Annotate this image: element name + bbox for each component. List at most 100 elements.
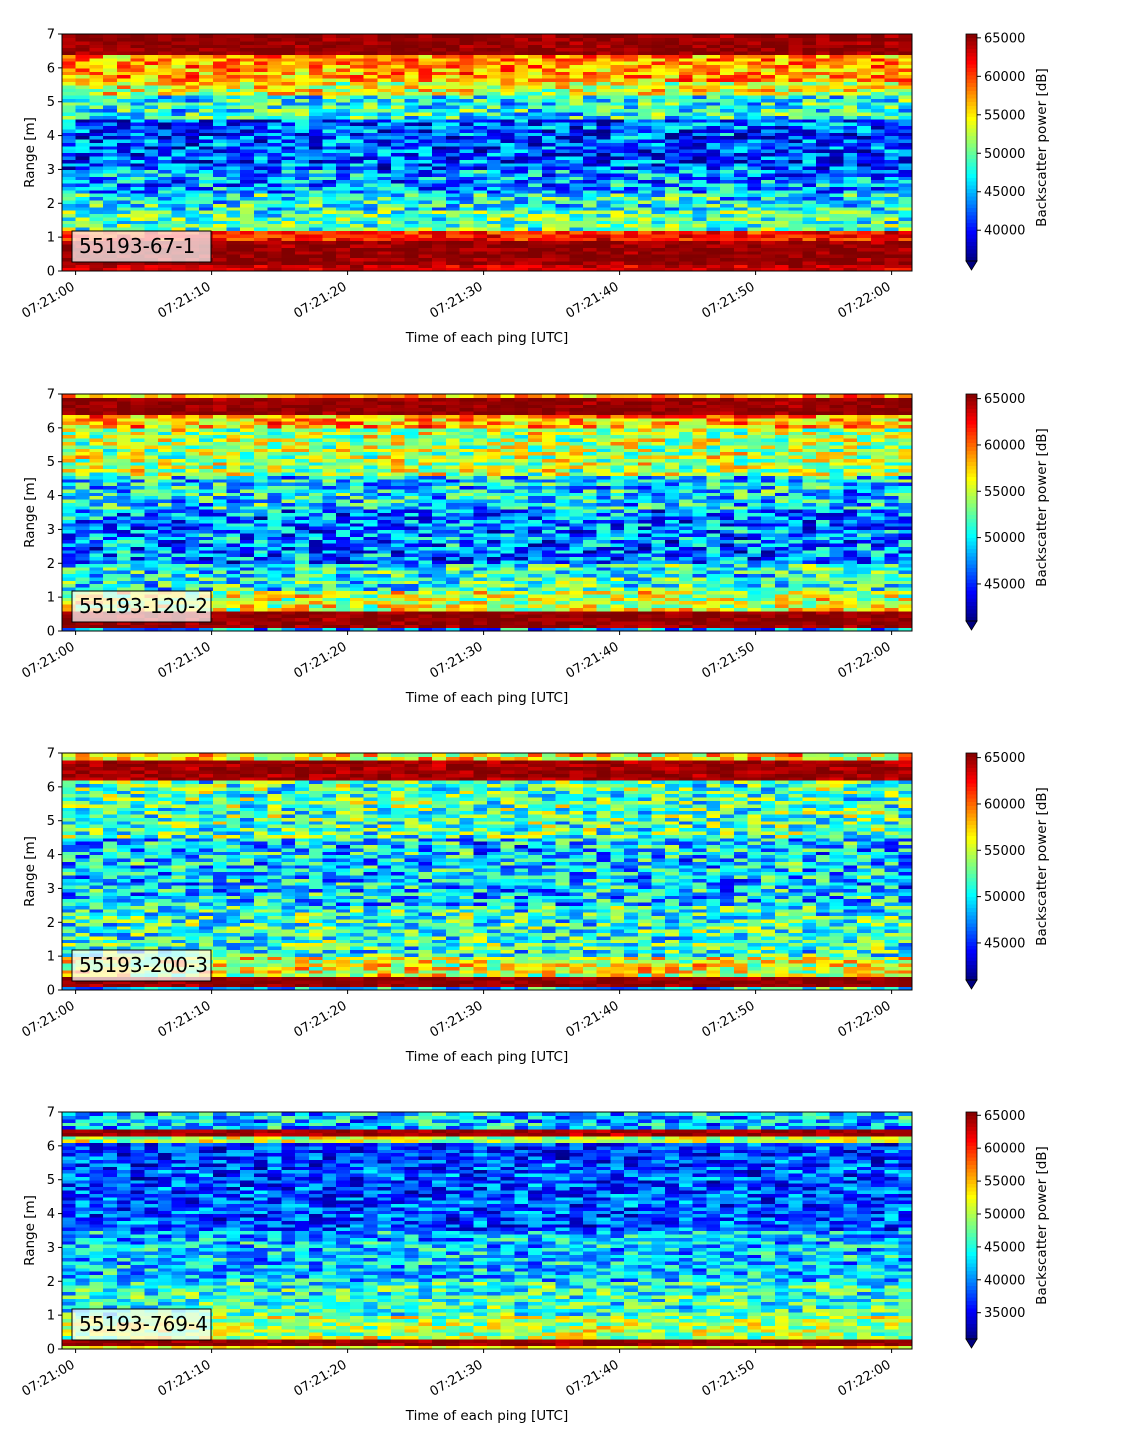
heatmap-cell (487, 34, 501, 38)
colorbar-segment (966, 182, 977, 186)
y-tick-label: 6 (47, 61, 55, 76)
heatmap-cell (377, 34, 391, 38)
colorbar-segment (966, 170, 977, 174)
heatmap-cell (528, 34, 542, 38)
heatmap-cell (761, 34, 775, 38)
heatmap-cell (871, 34, 885, 38)
heatmap-cell (693, 34, 707, 38)
heatmap-cell (898, 34, 912, 38)
heatmap-cell (199, 34, 213, 38)
heatmap-cell (665, 34, 679, 38)
y-tick-label: 5 (47, 95, 55, 110)
colorbar-segment (966, 193, 977, 197)
heatmap-cell (350, 34, 364, 38)
heatmap-cell (103, 34, 117, 38)
colorbar: 400004500050000550006000065000Backscatte… (966, 31, 1050, 270)
colorbar-segment (966, 216, 977, 220)
heatmap-cell (144, 34, 158, 38)
colorbar-segment (966, 155, 977, 159)
colorbar-label: Backscatter power [dB] (1034, 68, 1050, 227)
colorbar-segment (966, 132, 977, 136)
heatmap-cell (775, 34, 789, 38)
colorbar-segment (966, 91, 977, 95)
colorbar-segment (966, 53, 977, 57)
colorbar-segment (966, 129, 977, 133)
colorbar-segment (966, 57, 977, 61)
heatmap-cell (405, 34, 419, 38)
colorbar-segment (966, 253, 977, 257)
heatmap-cell (322, 34, 336, 38)
colorbar-segment (966, 159, 977, 163)
colorbar-segment (966, 250, 977, 254)
heatmap-cell (789, 34, 803, 38)
x-axis-label: Time of each ping [UTC] (405, 330, 569, 346)
panel-label: 55193-67-1 (72, 231, 211, 262)
colorbar-segment (966, 45, 977, 49)
heatmap-cell (172, 34, 186, 38)
heatmap-cell (62, 34, 76, 38)
colorbar-segment (966, 223, 977, 227)
colorbar-segment (966, 95, 977, 99)
heatmap-cell (802, 34, 816, 38)
heatmap-cell (131, 34, 145, 38)
heatmap-cell (720, 34, 734, 38)
colorbar-segment (966, 87, 977, 91)
colorbar-segment (966, 200, 977, 204)
heatmap-cell (117, 34, 131, 38)
heatmap-cell (240, 34, 254, 38)
colorbar-segment (966, 106, 977, 110)
y-tick-label: 2 (47, 197, 55, 212)
colorbar-tick-label: 65000 (984, 31, 1025, 46)
heatmap-cell (460, 34, 474, 38)
colorbar-segment (966, 42, 977, 46)
colorbar-segment (966, 76, 977, 80)
colorbar-segment (966, 140, 977, 144)
colorbar-segment (966, 49, 977, 53)
heatmap-cell (734, 34, 748, 38)
y-tick-label: 4 (47, 129, 55, 144)
heatmap-cell (542, 34, 556, 38)
colorbar-segment (966, 136, 977, 140)
heatmap-cell (254, 34, 268, 38)
colorbar-segment (966, 113, 977, 117)
heatmap-cell (652, 34, 666, 38)
colorbar-tick-label: 60000 (984, 70, 1025, 85)
heatmap-cell (583, 34, 597, 38)
heatmap-cell (309, 34, 323, 38)
colorbar-segment (966, 238, 977, 242)
colorbar-segment (966, 34, 977, 38)
colorbar-segment (966, 38, 977, 42)
heatmap-cell (89, 34, 103, 38)
colorbar-segment (966, 79, 977, 83)
x-tick-label: 07:21:20 (292, 279, 350, 321)
heatmap-cell (268, 34, 282, 38)
colorbar-segment (966, 144, 977, 148)
colorbar-segment (966, 68, 977, 72)
colorbar-segment (966, 102, 977, 106)
heatmap-cell (556, 34, 570, 38)
heatmap-cell (432, 34, 446, 38)
colorbar-segment (966, 125, 977, 129)
heatmap-cell (185, 34, 199, 38)
colorbar-tick-label: 55000 (984, 108, 1025, 123)
heatmap-cell (213, 34, 227, 38)
colorbar-segment (966, 121, 977, 125)
heatmap-cell (885, 34, 899, 38)
heatmap-cell (747, 34, 761, 38)
heatmap-cell (418, 34, 432, 38)
colorbar-segment (966, 197, 977, 201)
colorbar-segment (966, 174, 977, 178)
x-tick-label: 07:22:00 (836, 279, 894, 321)
x-tick-label: 07:21:30 (428, 279, 486, 321)
heatmap-cell (857, 34, 871, 38)
colorbar-segment (966, 219, 977, 223)
colorbar-segment (966, 227, 977, 231)
colorbar-segment (966, 117, 977, 121)
colorbar-segment (966, 246, 977, 250)
colorbar-segment (966, 185, 977, 189)
y-tick-label: 3 (47, 163, 55, 178)
colorbar-segment (966, 148, 977, 152)
colorbar-tick-label: 50000 (984, 147, 1025, 162)
heatmap-cell (597, 34, 611, 38)
heatmap-cell (227, 34, 241, 38)
